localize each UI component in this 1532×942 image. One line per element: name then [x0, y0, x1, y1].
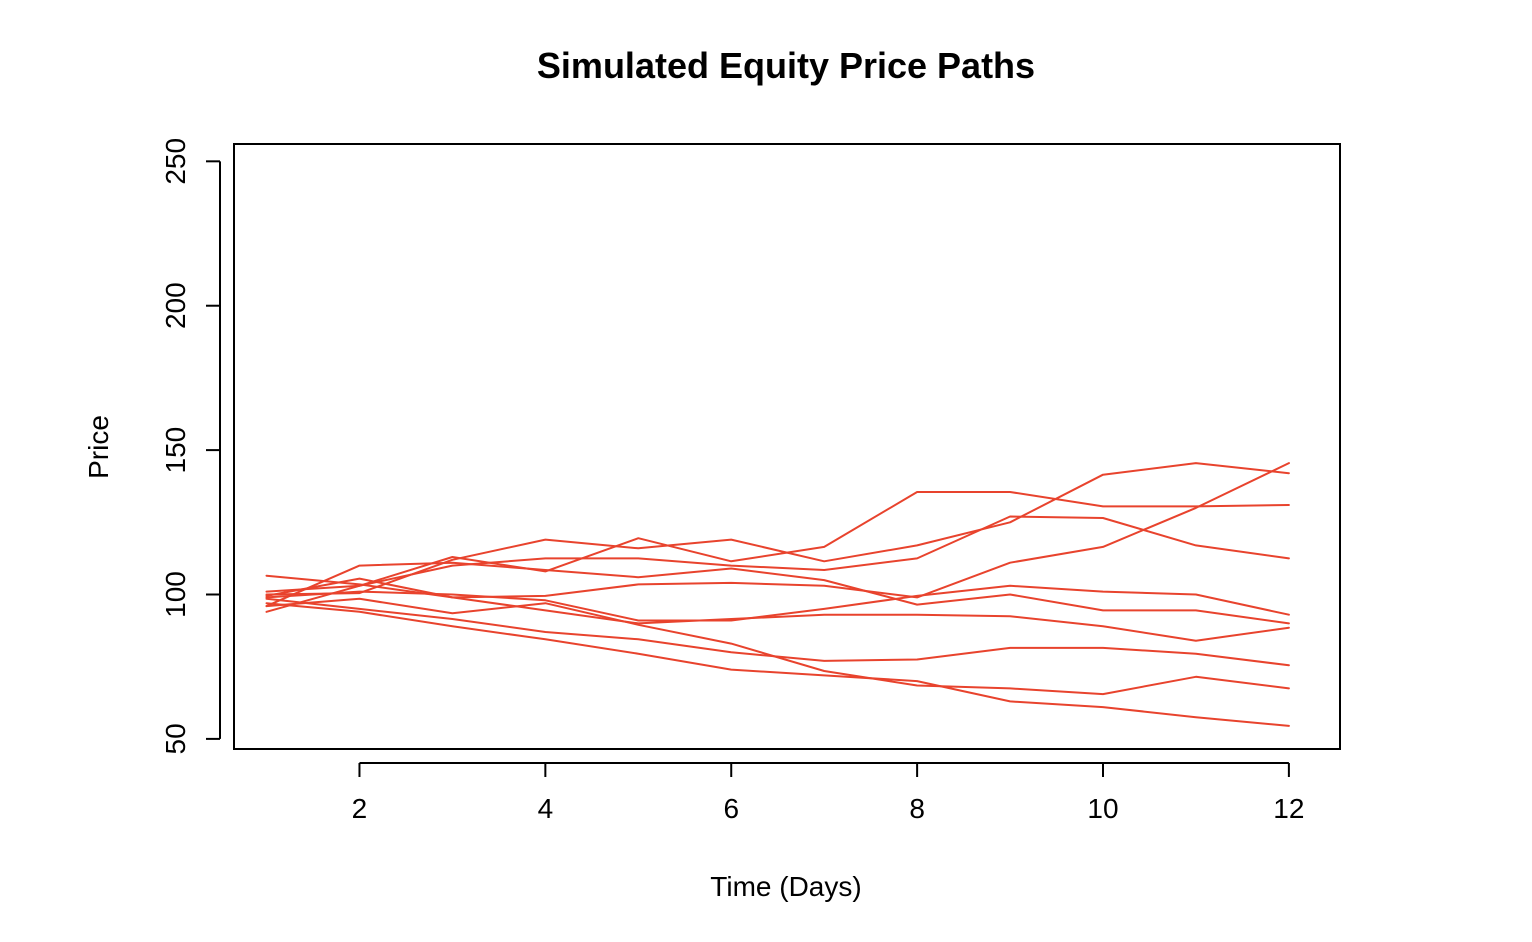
- plot-area: [233, 143, 1341, 750]
- y-tick-label: 150: [160, 427, 191, 474]
- chart-title: Simulated Equity Price Paths: [537, 45, 1035, 86]
- series-line-5: [265, 462, 1290, 599]
- series-line-3: [265, 515, 1290, 593]
- y-tick-label: 250: [160, 138, 191, 185]
- y-axis-label: Price: [83, 415, 114, 479]
- x-tick-label: 2: [352, 793, 368, 824]
- x-axis: 2 4 6 8 10 12: [352, 762, 1304, 824]
- series-line-4: [265, 491, 1290, 613]
- x-tick-label: 12: [1273, 793, 1304, 824]
- y-tick-label: 100: [160, 571, 191, 618]
- series-line-2: [265, 462, 1290, 596]
- series-line-1: [265, 561, 1290, 625]
- series-line-8: [265, 602, 1290, 727]
- y-tick-label: 50: [160, 723, 191, 754]
- series-line-7: [265, 577, 1290, 642]
- x-tick-label: 8: [909, 793, 925, 824]
- y-axis: 50 100 150 200 250: [160, 138, 221, 754]
- series-line-10: [265, 597, 1290, 667]
- series-line-9: [265, 597, 1290, 696]
- x-tick-label: 10: [1087, 793, 1118, 824]
- x-axis-label: Time (Days): [710, 871, 861, 902]
- series-group: [265, 462, 1290, 727]
- x-tick-label: 6: [723, 793, 739, 824]
- y-tick-label: 200: [160, 282, 191, 329]
- x-tick-label: 4: [538, 793, 554, 824]
